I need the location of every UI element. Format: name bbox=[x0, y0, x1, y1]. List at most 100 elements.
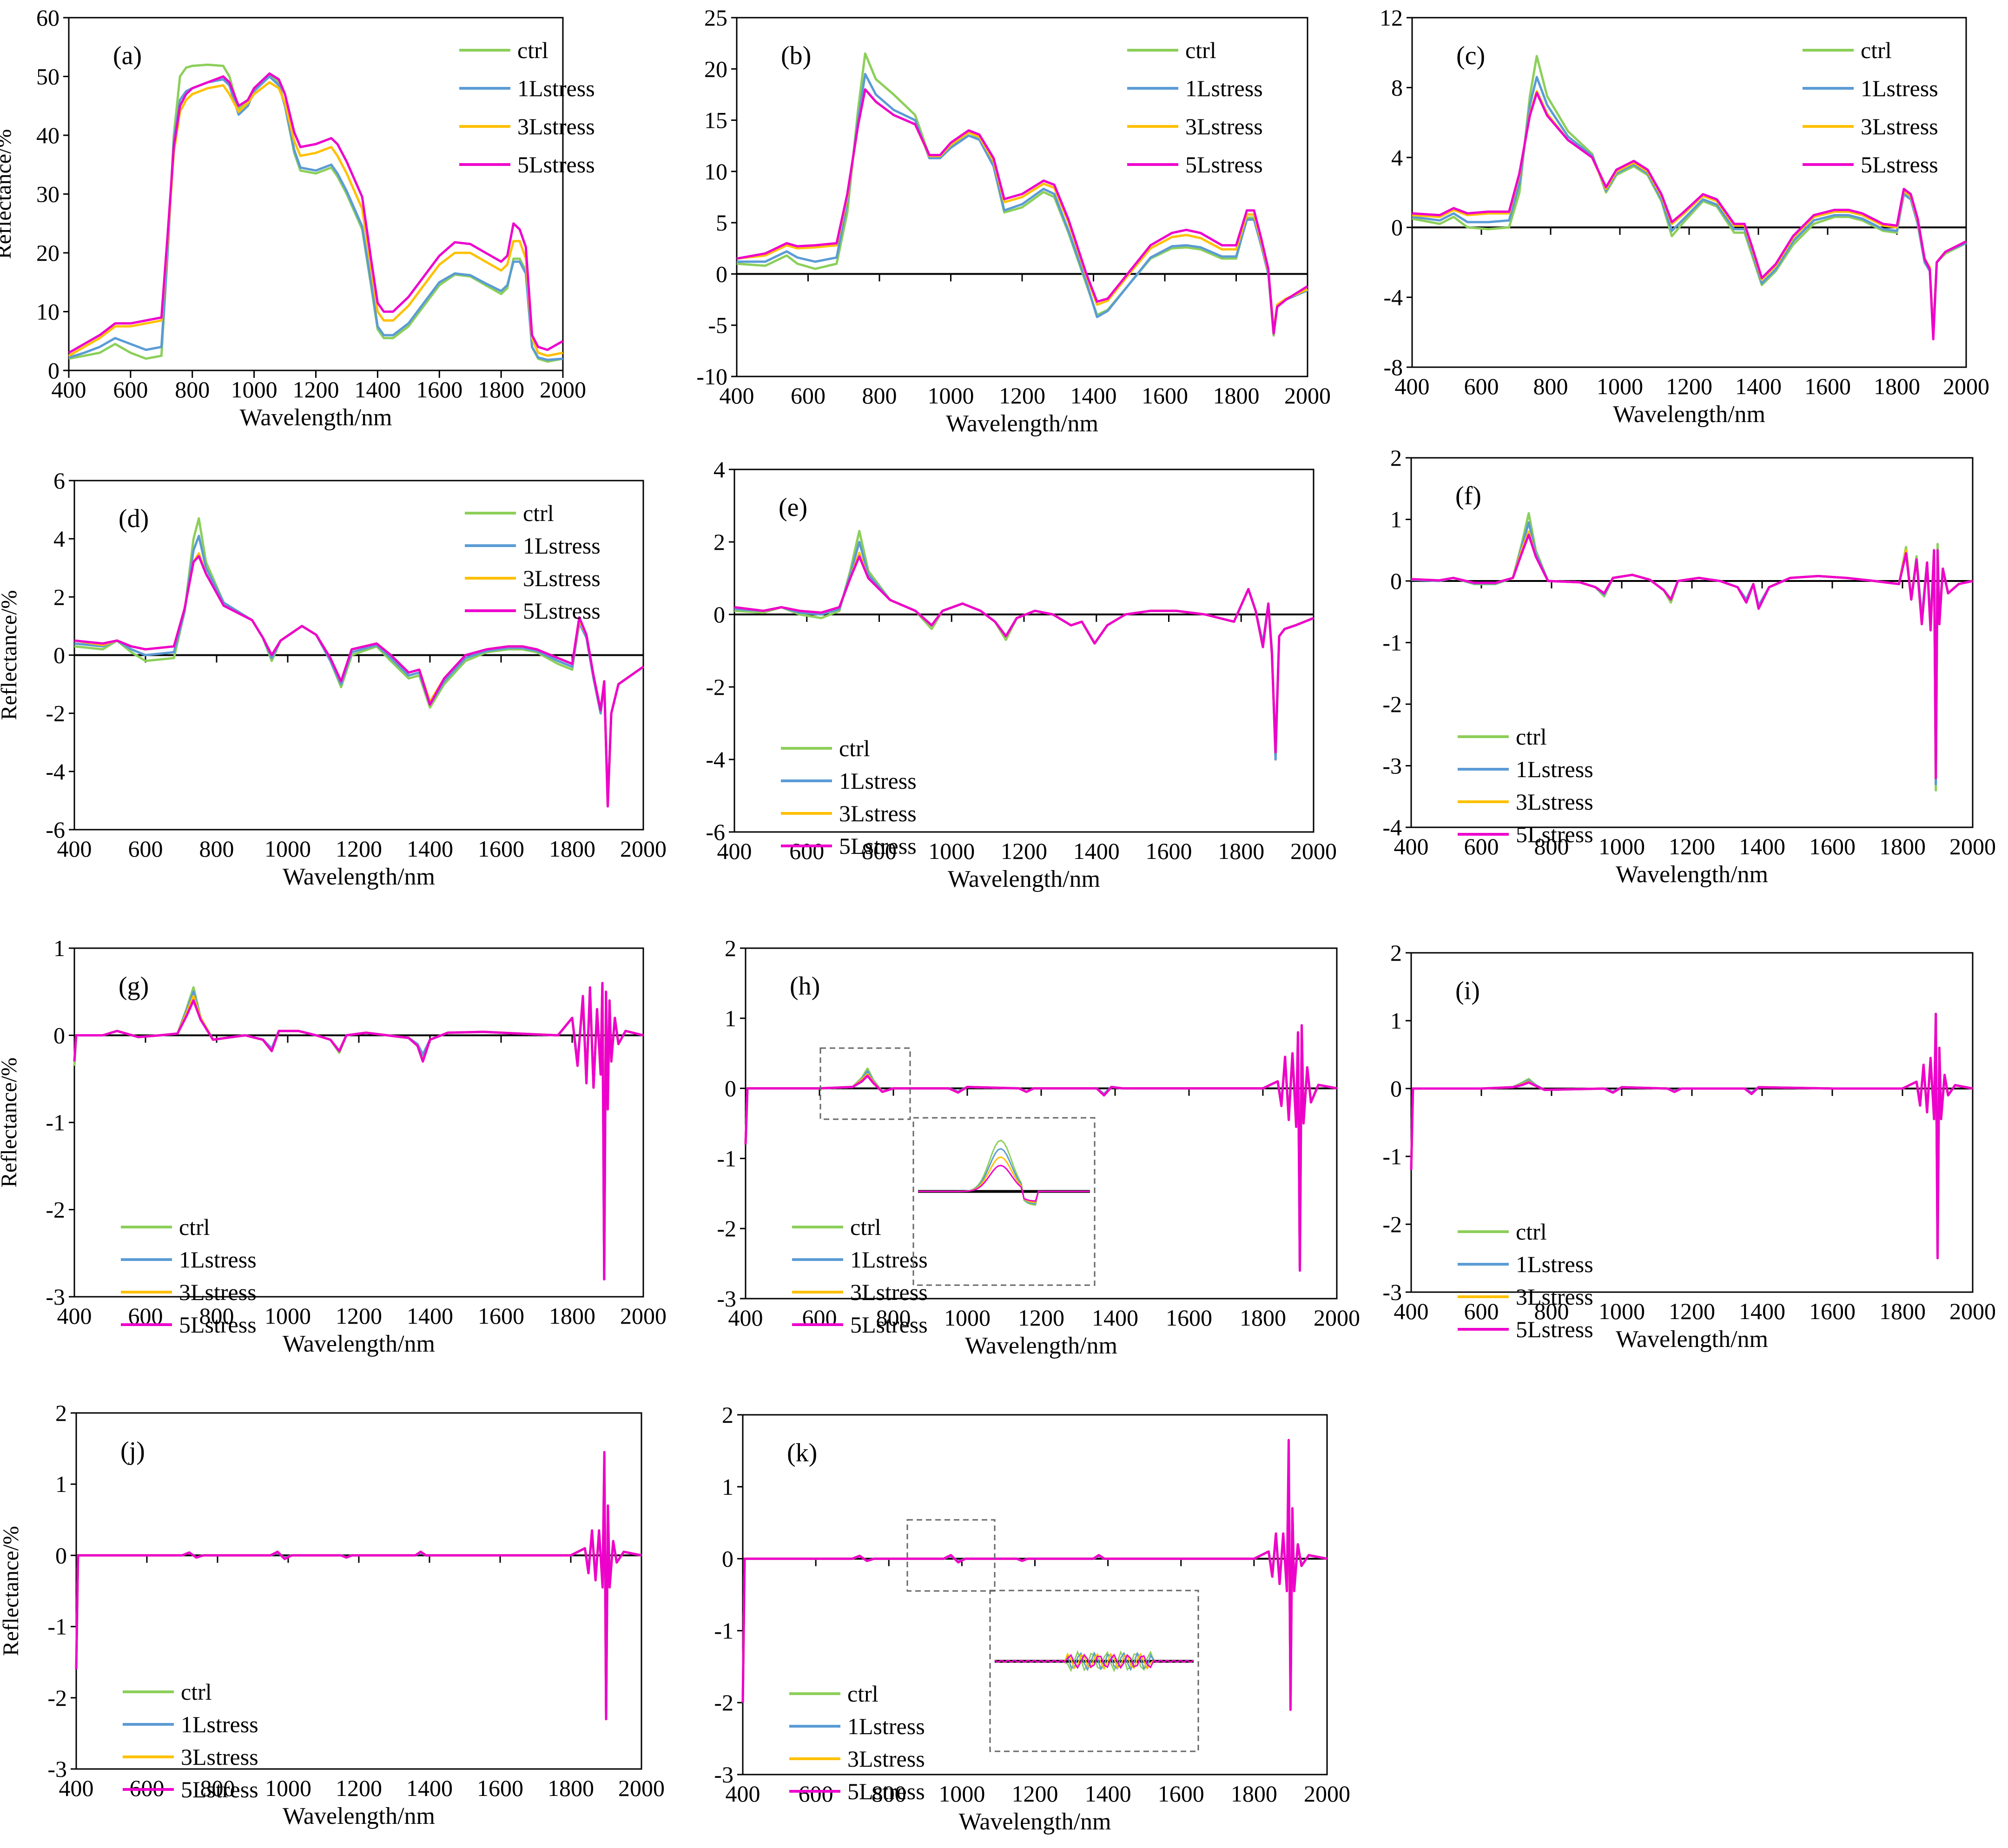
legend-entry: 1Lstress bbox=[1185, 75, 1263, 101]
legend: ctrl 1Lstress 3Lstress 5Lstress bbox=[123, 1679, 258, 1802]
x-tick-label: 400 bbox=[1394, 833, 1429, 859]
x-axis-title: Wavelength/nm bbox=[283, 1331, 435, 1357]
legend-entry: ctrl bbox=[850, 1214, 881, 1240]
y-tick-label: -4 bbox=[706, 746, 725, 772]
x-tick-label: 800 bbox=[862, 838, 897, 864]
x-tick-label: 400 bbox=[59, 1775, 94, 1801]
y-tick-label: 4 bbox=[1391, 145, 1403, 171]
legend-entry: 3Lstress bbox=[850, 1279, 928, 1305]
x-tick-label: 1000 bbox=[1598, 833, 1645, 859]
y-tick-label: -2 bbox=[717, 1215, 736, 1241]
legend-entry: 5Lstress bbox=[850, 1312, 928, 1338]
legend-entry: 1Lstress bbox=[850, 1247, 928, 1273]
y-tick-label: 0 bbox=[713, 601, 725, 627]
zoom-inset-box bbox=[989, 1590, 1199, 1752]
y-tick-label: -3 bbox=[714, 1762, 733, 1788]
panel-label: (b) bbox=[781, 41, 811, 70]
zoom-source-box bbox=[906, 1519, 996, 1592]
plot-frame bbox=[75, 1412, 642, 1770]
legend: ctrl 1Lstress 3Lstress 5Lstress bbox=[1458, 1219, 1593, 1342]
x-tick-label: 1000 bbox=[265, 1775, 311, 1801]
y-tick-label: 0 bbox=[1391, 214, 1403, 240]
x-tick-label: 400 bbox=[1394, 1298, 1429, 1324]
series-line-5Lstress bbox=[734, 555, 1314, 753]
legend-entry: 1Lstress bbox=[179, 1247, 257, 1273]
legend-entry: 3Lstress bbox=[1861, 113, 1938, 139]
x-tick-label: 1800 bbox=[1874, 373, 1920, 399]
x-tick-label: 2000 bbox=[1943, 373, 1989, 399]
y-tick-label: 1 bbox=[725, 1005, 736, 1031]
x-tick-label: 1200 bbox=[1012, 1781, 1058, 1807]
x-tick-label: 1600 bbox=[478, 1303, 524, 1329]
y-tick-label: -3 bbox=[47, 1756, 67, 1782]
legend-entry: 1Lstress bbox=[1516, 756, 1593, 782]
x-tick-label: 1000 bbox=[264, 836, 311, 862]
legend: ctrl 1Lstress 3Lstress 5Lstress bbox=[459, 37, 595, 178]
x-tick-label: 1800 bbox=[1879, 1298, 1926, 1324]
x-tick-label: 1400 bbox=[354, 376, 401, 403]
y-tick-label: 2 bbox=[53, 584, 65, 610]
x-tick-label: 1200 bbox=[336, 1775, 382, 1801]
y-tick-label: -10 bbox=[696, 363, 727, 389]
x-tick-label: 1400 bbox=[1092, 1305, 1138, 1331]
x-tick-label: 2000 bbox=[620, 1303, 667, 1329]
panel-label: (g) bbox=[119, 972, 149, 1001]
y-tick-label: -2 bbox=[47, 1685, 67, 1711]
x-tick-label: 800 bbox=[1534, 833, 1569, 859]
legend-entry: ctrl bbox=[1185, 37, 1216, 63]
legend-entry: 5Lstress bbox=[1861, 152, 1938, 178]
legend-entry: 1Lstress bbox=[517, 75, 595, 101]
y-tick-label: 0 bbox=[53, 1023, 65, 1049]
x-tick-label: 1800 bbox=[548, 1775, 594, 1801]
legend-entry: 5Lstress bbox=[1185, 152, 1263, 178]
x-tick-label: 1400 bbox=[1739, 1298, 1785, 1324]
y-tick-label: -1 bbox=[46, 1109, 65, 1135]
y-tick-label: 4 bbox=[713, 456, 725, 482]
legend-entry: 1Lstress bbox=[523, 533, 601, 559]
x-tick-label: 400 bbox=[720, 383, 754, 409]
legend-entry: 5Lstress bbox=[179, 1312, 257, 1338]
x-tick-label: 400 bbox=[57, 836, 92, 862]
legend-entry: ctrl bbox=[517, 37, 548, 63]
x-tick-label: 1200 bbox=[1666, 373, 1712, 399]
legend-entry: 3Lstress bbox=[1516, 789, 1593, 815]
y-tick-label: -8 bbox=[1383, 354, 1403, 380]
panel-k: 400 600 800 1000 1200 1400 1600 1800 2000 -3 -2 -1 0… bbox=[714, 1402, 1350, 1835]
x-tick-label: 2000 bbox=[1304, 1781, 1350, 1807]
panel-label: (i) bbox=[1455, 977, 1480, 1005]
y-tick-label: 1 bbox=[1390, 1008, 1402, 1034]
x-axis-title: Wavelength/nm bbox=[283, 864, 435, 890]
y-axis-title: Reflectance/% bbox=[0, 590, 21, 720]
y-tick-label: 1 bbox=[1390, 507, 1402, 533]
legend-entry: 1Lstress bbox=[847, 1713, 925, 1739]
x-tick-label: 1600 bbox=[1146, 838, 1192, 864]
x-tick-label: 1800 bbox=[1218, 838, 1264, 864]
plot-frame bbox=[1411, 17, 1967, 368]
y-tick-label: -2 bbox=[1382, 1211, 1402, 1237]
y-tick-label: -4 bbox=[1383, 284, 1403, 310]
series-line-5Lstress bbox=[744, 1024, 1337, 1272]
legend-entry: 5Lstress bbox=[839, 833, 917, 859]
y-tick-label: 2 bbox=[1390, 445, 1402, 471]
y-tick-label: -2 bbox=[1382, 691, 1402, 717]
legend-entry: 1Lstress bbox=[1516, 1251, 1593, 1277]
y-tick-label: -1 bbox=[47, 1614, 67, 1640]
y-tick-label: 50 bbox=[36, 64, 59, 90]
legend-entry: 1Lstress bbox=[181, 1711, 258, 1737]
legend-entry: 3Lstress bbox=[181, 1744, 258, 1770]
y-tick-label: -6 bbox=[706, 819, 725, 845]
x-axis-title: Wavelength/nm bbox=[946, 410, 1098, 437]
x-tick-label: 1400 bbox=[1735, 373, 1782, 399]
x-tick-label: 1800 bbox=[1240, 1305, 1286, 1331]
x-tick-label: 1400 bbox=[1085, 1781, 1131, 1807]
x-tick-label: 1600 bbox=[1809, 1298, 1856, 1324]
y-tick-label: 1 bbox=[722, 1474, 733, 1500]
x-tick-label: 2000 bbox=[620, 836, 667, 862]
x-tick-label: 1600 bbox=[477, 1775, 523, 1801]
y-tick-label: -2 bbox=[706, 674, 725, 700]
y-tick-label: -6 bbox=[46, 817, 65, 843]
legend-entry: ctrl bbox=[1516, 724, 1547, 750]
x-tick-label: 1200 bbox=[1001, 838, 1047, 864]
x-tick-label: 1000 bbox=[264, 1303, 311, 1329]
